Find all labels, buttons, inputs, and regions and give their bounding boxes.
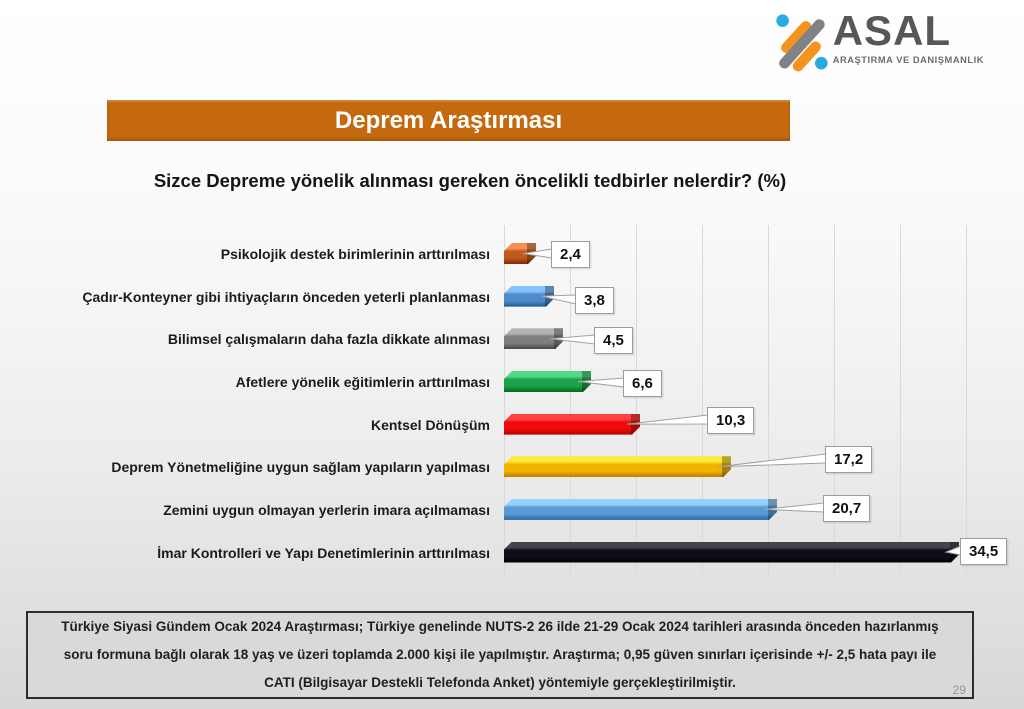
- report-title: Deprem Araştırması: [334, 106, 563, 134]
- bar-row: Kentsel Dönüşüm: [0, 414, 1024, 435]
- methodology-note: Türkiye Siyasi Gündem Ocak 2024 Araştırm…: [26, 611, 974, 699]
- category-label: Afetlere yönelik eğitimlerin arttırılmas…: [235, 373, 490, 390]
- methodology-line: CATI (Bilgisayar Destekli Telefonda Anke…: [264, 675, 736, 690]
- bar-row: Psikolojik destek birimlerinin arttırılm…: [0, 243, 1024, 264]
- methodology-line: Türkiye Siyasi Gündem Ocak 2024 Araştırm…: [61, 619, 939, 634]
- gridline: [636, 225, 637, 577]
- gridline: [900, 225, 901, 577]
- value-callout: 20,7: [823, 495, 871, 522]
- category-label: Çadır-Konteyner gibi ihtiyaçların öncede…: [82, 288, 490, 305]
- value-callout: 34,5: [960, 538, 1008, 565]
- gridline: [768, 225, 769, 577]
- value-callout: 4,5: [594, 327, 633, 354]
- asal-tagline: ARAŞTIRMA VE DANIŞMANLIK: [832, 55, 984, 65]
- asal-wordmark: ASAL: [832, 7, 952, 54]
- survey-question: Sizce Depreme yönelik alınması gereken ö…: [153, 170, 787, 191]
- bar-imar-kontrolleri: [504, 542, 959, 563]
- value-callout: 17,2: [825, 446, 873, 473]
- asal-logo-text: ASAL ARAŞTIRMA VE DANIŞMANLIK: [832, 7, 984, 66]
- bar-psikolojik-destek: [504, 243, 536, 264]
- category-label: Deprem Yönetmeliğine uygun sağlam yapıla…: [111, 459, 490, 476]
- bar-kentsel-donusum: [504, 414, 640, 435]
- bar-row: Zemini uygun olmayan yerlerin imara açıl…: [0, 499, 1024, 520]
- asal-logo-icon: [776, 14, 828, 72]
- category-label: Kentsel Dönüşüm: [370, 416, 490, 433]
- gridline: [570, 225, 571, 577]
- gridline: [966, 225, 967, 577]
- bar-cadir-konteyner: [504, 286, 554, 307]
- category-label: İmar Kontrolleri ve Yapı Denetimlerinin …: [157, 544, 490, 561]
- bar-row: İmar Kontrolleri ve Yapı Denetimlerinin …: [0, 542, 1024, 563]
- gridline: [834, 225, 835, 577]
- report-title-banner: Deprem Araştırması: [107, 100, 790, 141]
- value-callout: 3,8: [575, 287, 614, 314]
- methodology-line: soru formuna bağlı olarak 18 yaş ve üzer…: [63, 647, 937, 662]
- bar-row: Afetlere yönelik eğitimlerin arttırılmas…: [0, 371, 1024, 392]
- bar-afet-egitimleri: [504, 371, 591, 392]
- category-label: Zemini uygun olmayan yerlerin imara açıl…: [163, 501, 490, 518]
- bar-row: Deprem Yönetmeliğine uygun sağlam yapıla…: [0, 456, 1024, 477]
- bar-row: Bilimsel çalışmaların daha fazla dikkate…: [0, 328, 1024, 349]
- value-callout: 10,3: [707, 407, 755, 434]
- page-number: 29: [952, 683, 966, 697]
- bar-zemin-imar: [504, 499, 777, 520]
- bar-row: Çadır-Konteyner gibi ihtiyaçların öncede…: [0, 286, 1024, 307]
- category-label: Bilimsel çalışmaların daha fazla dikkate…: [167, 331, 490, 348]
- gridline: [702, 225, 703, 577]
- category-label: Psikolojik destek birimlerinin arttırılm…: [220, 246, 490, 262]
- bar-saglam-yapilar: [504, 456, 731, 477]
- bar-chart: Psikolojik destek birimlerinin arttırılm…: [0, 225, 1024, 590]
- plot-gridlines: [0, 225, 1024, 577]
- bar-bilimsel-calismalar: [504, 328, 563, 349]
- value-callout: 6,6: [623, 370, 662, 397]
- gridline: [504, 225, 505, 577]
- asal-logo: ASAL ARAŞTIRMA VE DANIŞMANLIK: [772, 8, 984, 72]
- value-callout: 2,4: [551, 241, 590, 268]
